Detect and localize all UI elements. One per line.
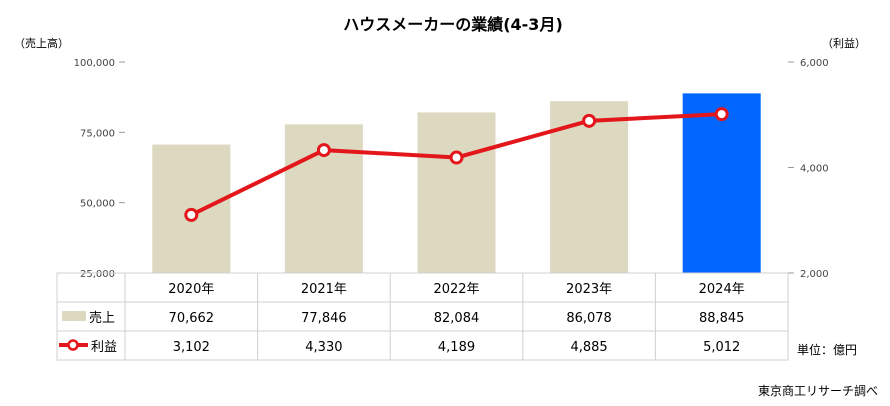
legend-sales-label: 売上 — [89, 310, 115, 326]
sales-value: 77,846 — [301, 311, 347, 326]
profit-value: 5,012 — [703, 340, 740, 355]
sales-value: 70,662 — [169, 311, 215, 326]
left-axis-ticks: 25,000 50,000 75,000 100,000 — [74, 58, 125, 280]
bar-series — [152, 93, 761, 273]
sales-value: 86,078 — [566, 311, 612, 326]
right-tick-label: 6,000 — [800, 58, 829, 69]
right-tick-label: 4,000 — [800, 164, 829, 175]
line-series — [184, 107, 729, 222]
profit-point — [714, 107, 729, 122]
table-border — [56, 272, 789, 361]
left-tick-label: 75,000 — [80, 128, 115, 139]
chart-title: ハウスメーカーの業績(4-3月) — [343, 15, 563, 34]
category-label: 2021年 — [301, 282, 347, 297]
profit-point — [582, 113, 597, 128]
bar — [417, 112, 496, 273]
legend-profit-label: 利益 — [91, 340, 117, 355]
profit-value: 3,102 — [173, 340, 210, 355]
category-label: 2022年 — [433, 282, 479, 297]
left-tick-label: 100,000 — [74, 58, 115, 69]
sales-value: 88,845 — [699, 311, 745, 326]
profit-point — [449, 150, 464, 165]
category-label: 2023年 — [566, 282, 612, 297]
legend-line-marker — [67, 339, 79, 351]
profit-value: 4,885 — [570, 340, 607, 355]
left-tick-label: 25,000 — [80, 269, 115, 280]
profit-value: 4,330 — [305, 340, 342, 355]
source-note: 東京商工リサーチ調べ — [757, 384, 878, 398]
profit-point — [184, 207, 199, 222]
unit-note: 単位：億円 — [797, 343, 858, 357]
left-tick-label: 50,000 — [80, 199, 115, 210]
category-label: 2024年 — [699, 282, 745, 297]
left-axis-title: （売上高） — [14, 36, 69, 50]
right-axis-ticks: 2,000 4,000 6,000 — [788, 58, 829, 280]
right-axis-title: （利益） — [822, 36, 866, 50]
sales-value: 82,084 — [434, 311, 480, 326]
bar — [682, 93, 761, 273]
right-tick-label: 2,000 — [800, 269, 829, 280]
category-label: 2020年 — [168, 282, 214, 297]
profit-point — [316, 143, 331, 158]
legend-bar-swatch — [62, 311, 86, 321]
profit-value: 4,189 — [438, 340, 475, 355]
